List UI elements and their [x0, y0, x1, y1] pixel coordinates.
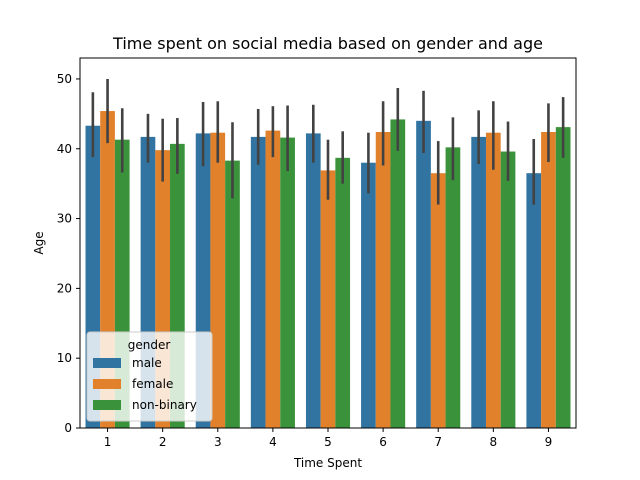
bar-male-7	[416, 120, 431, 428]
y-tick-label: 40	[57, 142, 72, 156]
bar-non-binary-7	[445, 147, 461, 428]
x-tick-label: 2	[159, 435, 167, 449]
bar-non-binary-9	[555, 127, 571, 428]
x-tick-label: 7	[434, 435, 442, 449]
bar-male-9	[526, 173, 542, 428]
legend-frame	[86, 331, 213, 422]
legend-label-female: female	[132, 377, 173, 391]
bar-male-8	[471, 136, 486, 429]
legend: gender male female non-binary	[86, 331, 213, 422]
y-axis: 0 10 20 30 40 50	[57, 72, 80, 435]
bar-female-6	[375, 132, 391, 428]
legend-swatch-male	[93, 358, 121, 368]
x-tick-label: 9	[545, 435, 553, 449]
chart-title: Time spent on social media based on gend…	[112, 34, 543, 53]
bar-non-binary-5	[335, 157, 351, 428]
x-axis-label: Time Spent	[293, 456, 362, 470]
bar-male-6	[361, 162, 376, 428]
y-axis-label: Age	[32, 231, 46, 254]
errorbars-layer	[91, 78, 565, 205]
bar-female-4	[265, 130, 281, 429]
bar-non-binary-3	[225, 160, 240, 429]
legend-label-non-binary: non-binary	[132, 398, 197, 412]
y-tick-label: 10	[57, 351, 72, 365]
x-tick-label: 5	[324, 435, 332, 449]
bar-female-5	[320, 170, 336, 428]
bar-non-binary-8	[500, 151, 516, 428]
legend-label-male: male	[132, 356, 162, 370]
y-tick-label: 30	[57, 212, 72, 226]
bar-female-7	[430, 173, 446, 428]
legend-title: gender	[128, 338, 171, 352]
bar-female-8	[485, 132, 501, 428]
plot-frame	[79, 57, 577, 429]
x-tick-label: 4	[269, 435, 277, 449]
legend-swatch-female	[93, 379, 121, 389]
x-tick-label: 8	[490, 435, 498, 449]
x-axis: 1 2 3 4 5 6 7 8 9	[104, 428, 553, 449]
bar-female-3	[210, 132, 226, 428]
y-tick-label: 20	[57, 281, 72, 295]
bar-non-binary-6	[390, 119, 406, 428]
bar-female-9	[541, 132, 556, 428]
y-tick-label: 50	[57, 72, 72, 86]
x-tick-label: 1	[104, 435, 112, 449]
x-tick-label: 3	[214, 435, 222, 449]
x-tick-label: 6	[379, 435, 387, 449]
y-tick-label: 0	[64, 421, 72, 435]
bar-male-4	[250, 136, 266, 429]
legend-swatch-non-binary	[93, 400, 121, 410]
bar-non-binary-4	[280, 137, 295, 428]
bar-male-5	[305, 133, 321, 428]
